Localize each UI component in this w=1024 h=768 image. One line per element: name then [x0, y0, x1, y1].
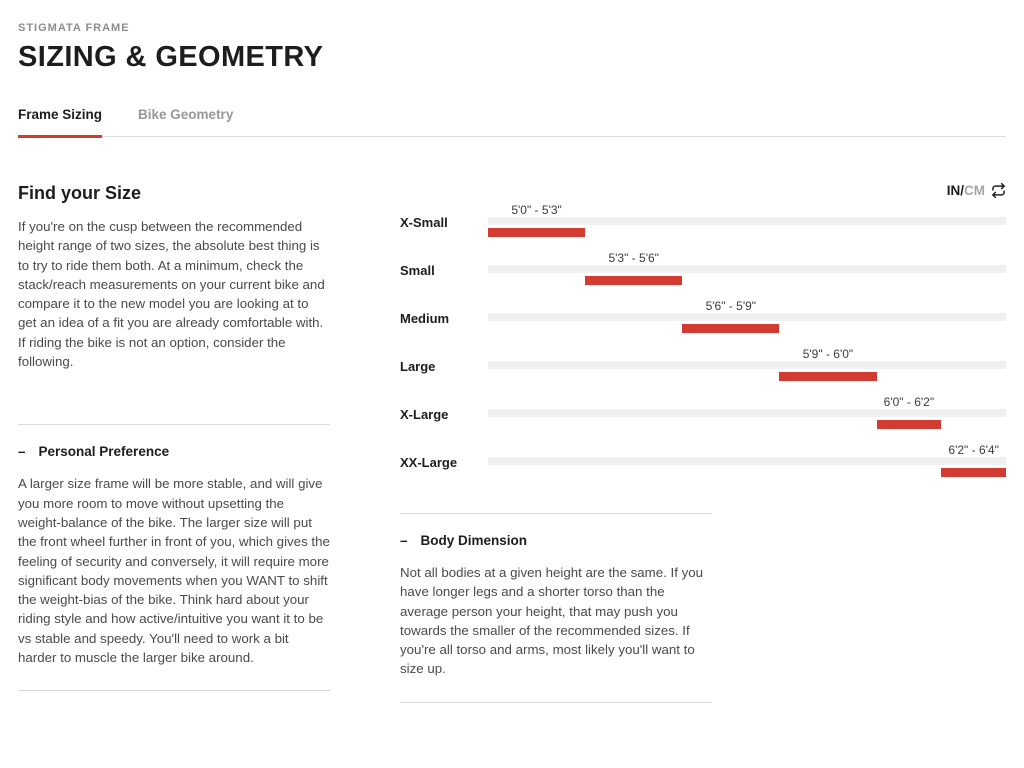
size-track-area: 5'3" - 5'6"	[488, 251, 1006, 287]
divider	[18, 690, 330, 692]
tab-bike-geometry[interactable]: Bike Geometry	[138, 107, 234, 122]
personal-preference-title: Personal Preference	[38, 444, 170, 460]
personal-preference-paragraph: A larger size frame will be more stable,…	[18, 476, 330, 666]
intro-paragraph: If you're on the cusp between the recomm…	[18, 219, 325, 370]
size-chart-row: XX-Large 6'2" - 6'4"	[400, 443, 1006, 479]
find-your-size-column: Find your Size If you're on the cusp bet…	[18, 183, 330, 703]
size-range-bar	[682, 324, 780, 333]
tab-bar: Frame Sizing Bike Geometry	[18, 107, 1006, 138]
size-label: X-Large	[400, 407, 449, 422]
content-area: Find your Size If you're on the cusp bet…	[18, 183, 1006, 703]
size-label: Small	[400, 263, 435, 278]
size-chart-column: IN / CM X-Small 5'0" - 5'3" Small 5'3" - 5'…	[400, 183, 1006, 703]
size-range-bar	[585, 276, 683, 285]
height-range-label: 6'0" - 6'2"	[883, 395, 935, 409]
body-dimension-title: Body Dimension	[420, 533, 528, 548]
size-track-area: 5'0" - 5'3"	[488, 203, 1006, 239]
divider	[400, 513, 712, 514]
body-dimension-paragraph: Not all bodies at a given height are the…	[400, 565, 704, 677]
size-track	[488, 313, 1006, 321]
dash-icon: –	[400, 533, 408, 548]
size-track	[488, 409, 1006, 417]
height-range-label: 6'2" - 6'4"	[948, 443, 999, 457]
unit-toggle[interactable]: IN / CM	[400, 183, 1006, 198]
size-track	[488, 217, 1006, 225]
size-track-area: 5'9" - 6'0"	[488, 347, 1006, 383]
size-range-bar	[876, 420, 942, 429]
size-range-bar	[941, 468, 1006, 477]
size-label: X-Small	[400, 215, 448, 230]
body-dimension-header: – Body Dimension	[400, 533, 712, 548]
size-range-bar	[779, 372, 877, 381]
unit-separator: /	[960, 183, 964, 198]
size-track	[488, 457, 1006, 465]
dash-icon: –	[18, 444, 26, 460]
size-chart-row: X-Large 6'0" - 6'2"	[400, 395, 1006, 431]
tab-frame-sizing[interactable]: Frame Sizing	[18, 107, 103, 138]
size-track-area: 6'2" - 6'4"	[488, 443, 1006, 479]
unit-cm-label: CM	[964, 183, 985, 198]
height-range-label: 5'0" - 5'3"	[511, 203, 562, 217]
height-range-label: 5'6" - 5'9"	[705, 299, 757, 313]
size-chart-row: Large 5'9" - 6'0"	[400, 347, 1006, 383]
size-label: Large	[400, 359, 436, 374]
height-range-label: 5'9" - 6'0"	[802, 347, 854, 361]
size-track-area: 6'0" - 6'2"	[488, 395, 1006, 431]
size-track	[488, 361, 1006, 369]
body-dimension-section: – Body Dimension Not all bodies at a giv…	[400, 513, 712, 703]
size-label: Medium	[400, 311, 450, 326]
size-track-area: 5'6" - 5'9"	[488, 299, 1006, 335]
size-chart-row: X-Small 5'0" - 5'3"	[400, 203, 1006, 239]
size-chart: X-Small 5'0" - 5'3" Small 5'3" - 5'6" Medium…	[400, 203, 1006, 479]
size-range-bar	[488, 228, 586, 237]
size-chart-row: Small 5'3" - 5'6"	[400, 251, 1006, 287]
find-your-size-heading: Find your Size	[18, 183, 142, 203]
divider	[18, 424, 330, 426]
size-label: XX-Large	[400, 455, 458, 470]
page-title: SIZING & GEOMETRY	[18, 41, 324, 73]
personal-preference-header: – Personal Preference	[18, 444, 330, 459]
sizing-geometry-page: STIGMATA FRAME SIZING & GEOMETRY Frame S…	[18, 22, 1006, 703]
divider	[400, 701, 712, 703]
product-eyebrow: STIGMATA FRAME	[18, 22, 130, 34]
size-track	[488, 265, 1006, 273]
size-chart-row: Medium 5'6" - 5'9"	[400, 299, 1006, 335]
unit-in-label: IN	[946, 183, 961, 198]
swap-units-icon[interactable]	[991, 183, 1006, 198]
height-range-label: 5'3" - 5'6"	[608, 251, 659, 265]
